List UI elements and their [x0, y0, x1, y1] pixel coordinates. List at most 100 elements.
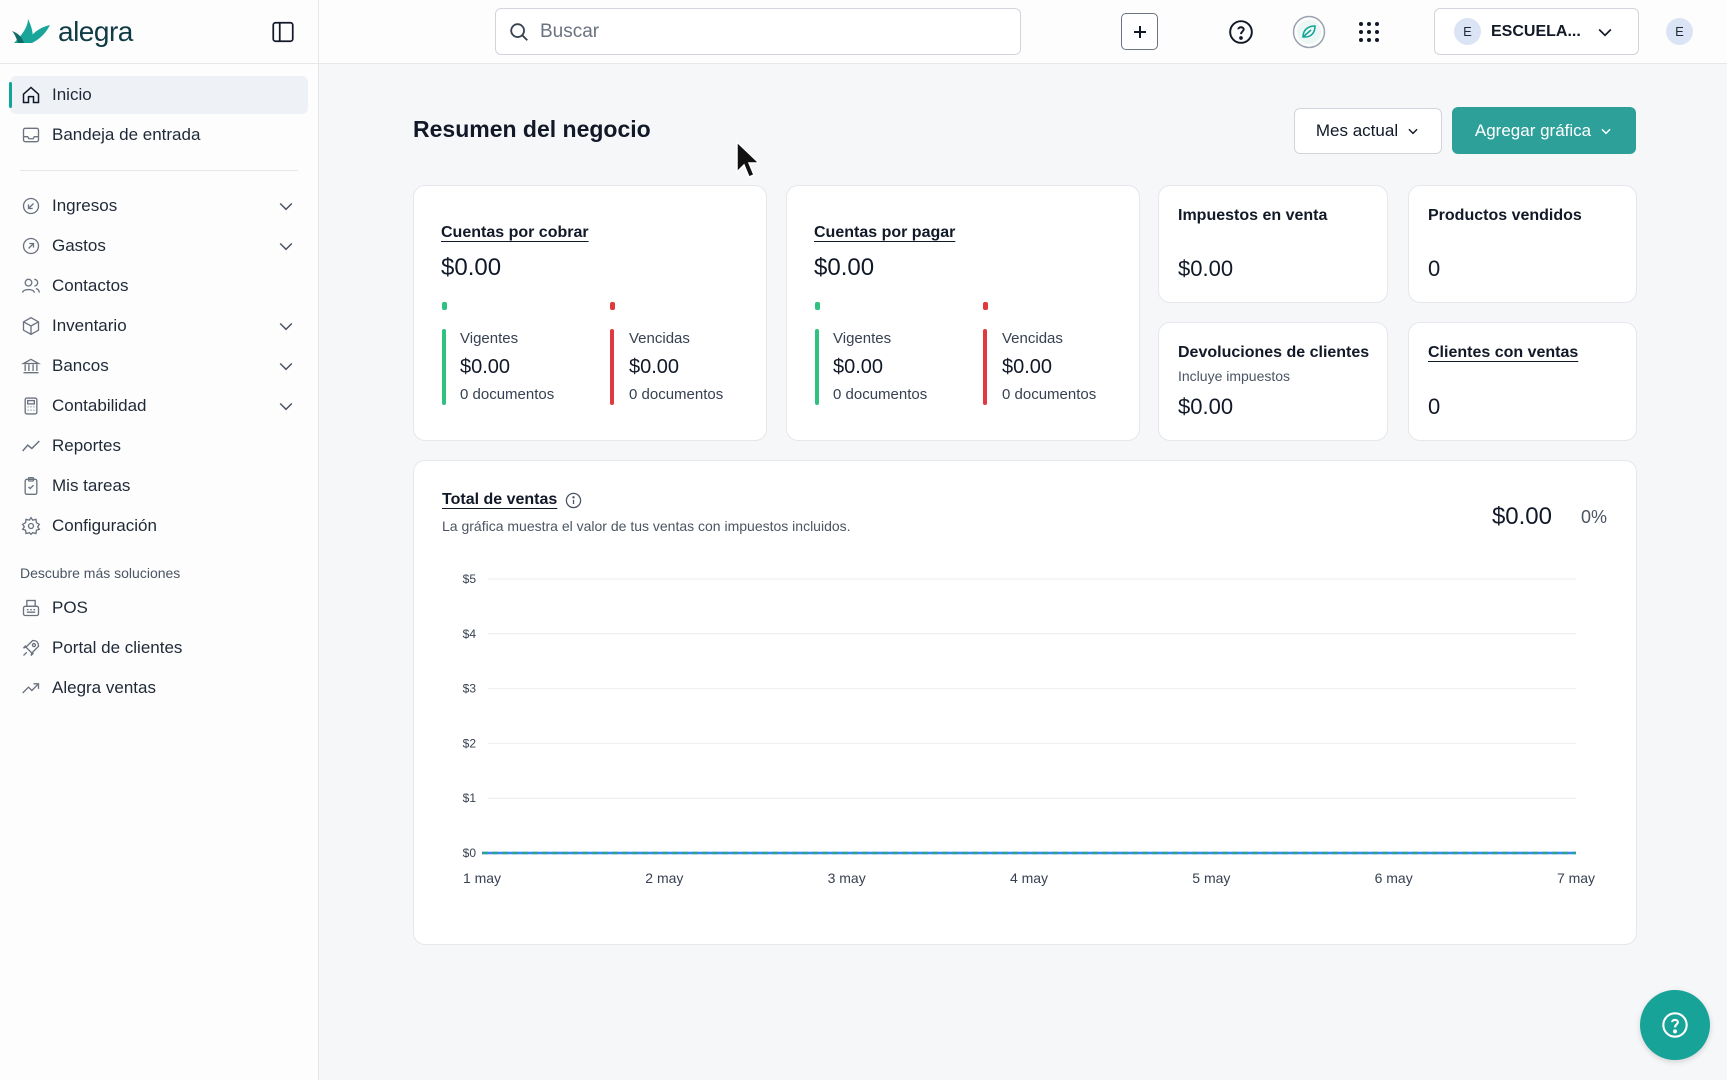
sidebar-item-bancos[interactable]: Bancos [10, 347, 308, 385]
help-button[interactable] [1222, 13, 1259, 50]
x-tick-label: 2 may [645, 870, 683, 886]
sidebar-item-contabilidad[interactable]: Contabilidad [10, 387, 308, 425]
add-chart-button[interactable]: Agregar gráfica [1452, 107, 1636, 154]
x-tick-label: 4 may [1010, 870, 1048, 886]
clients-with-sales-card: Clientes con ventas 0 [1408, 322, 1637, 441]
apps-button[interactable] [1350, 13, 1387, 50]
returns-card: Devoluciones de clientes Incluye impuest… [1158, 322, 1388, 441]
user-avatar[interactable]: E [1666, 18, 1693, 45]
plus-icon [1133, 25, 1146, 38]
sales-chart-subtitle: La gráfica muestra el valor de tus venta… [442, 518, 851, 534]
sidebar-item-label: Ingresos [52, 196, 118, 215]
sidebar-item-portal-clientes[interactable]: Portal de clientes [10, 629, 308, 667]
sidebar: alegra Inicio Bandeja de entrada Ingreso… [0, 0, 319, 1080]
payable-title-link[interactable]: Cuentas por pagar [814, 224, 956, 241]
chevron-down-icon [1601, 128, 1611, 134]
home-icon [20, 84, 42, 106]
payable-amount: $0.00 [814, 254, 875, 281]
current-amount: $0.00 [833, 356, 884, 378]
sales-total: $0.00 [1491, 503, 1552, 530]
returns-title: Devoluciones de clientes [1178, 344, 1370, 361]
company-selector[interactable]: E ESCUELA... [1434, 8, 1639, 55]
info-icon[interactable] [565, 492, 582, 509]
x-tick-label: 6 may [1375, 870, 1413, 886]
add-chart-label: Agregar gráfica [1474, 120, 1592, 140]
sidebar-item-reportes[interactable]: Reportes [10, 427, 308, 465]
clients-with-sales-amount: 0 [1428, 394, 1441, 419]
question-icon [1662, 1012, 1688, 1038]
sidebar-item-ingresos[interactable]: Ingresos [10, 187, 308, 225]
quick-create-button[interactable] [1121, 13, 1158, 50]
x-tick-label: 5 may [1192, 870, 1230, 886]
sidebar-item-label: Bandeja de entrada [52, 125, 201, 144]
question-icon [1228, 19, 1253, 44]
sidebar-toggle-icon[interactable] [270, 19, 296, 45]
overdue-amount: $0.00 [1002, 356, 1053, 378]
topbar: E ESCUELA... E [319, 0, 1727, 64]
search-box[interactable] [495, 8, 1021, 55]
current-bar [442, 329, 446, 405]
sidebar-item-configuracion[interactable]: Configuración [10, 507, 308, 545]
alegra-logo-icon [12, 18, 50, 43]
sidebar-item-inicio[interactable]: Inicio [9, 76, 308, 114]
payable-card: Cuentas por pagar $0.00 Vigentes $0.00 0… [786, 185, 1140, 441]
receivable-card: Cuentas por cobrar $0.00 Vigentes $0.00 … [413, 185, 767, 441]
trend-up-icon [20, 677, 42, 699]
sidebar-item-label: Inicio [52, 85, 92, 104]
sales-tax-amount: $0.00 [1178, 256, 1234, 281]
products-sold-amount: 0 [1428, 256, 1441, 281]
clipboard-icon [20, 475, 42, 497]
sidebar-item-alegra-ventas[interactable]: Alegra ventas [10, 669, 308, 707]
grid-icon [1358, 21, 1379, 42]
products-sold-title: Productos vendidos [1428, 207, 1582, 224]
help-chat-button[interactable] [1640, 990, 1710, 1060]
y-tick-label: $4 [463, 627, 477, 641]
expense-icon [20, 235, 42, 257]
sidebar-item-label: Contabilidad [52, 396, 147, 415]
chevron-down-icon [1598, 28, 1612, 37]
chevron-down-icon [279, 202, 293, 211]
sidebar-item-label: Contactos [52, 276, 129, 295]
eco-button[interactable] [1290, 13, 1327, 50]
overdue-bar [983, 329, 987, 405]
returns-amount: $0.00 [1178, 394, 1234, 419]
search-input[interactable] [540, 20, 1000, 43]
overdue-label: Vencidas [1002, 330, 1063, 347]
income-icon [20, 195, 42, 217]
sales-line-chart: $0 $1 $2 $3 $4 $5 1 may 2 may 3 may 4 may 5 may 6 m… [463, 572, 1595, 886]
clients-with-sales-link[interactable]: Clientes con ventas [1428, 344, 1579, 361]
receivable-title-link[interactable]: Cuentas por cobrar [441, 224, 589, 241]
brand-name: alegra [58, 15, 133, 47]
current-label: Vigentes [833, 330, 892, 347]
sidebar-item-gastos[interactable]: Gastos [10, 227, 308, 265]
box-icon [20, 315, 42, 337]
sales-tax-card: Impuestos en venta $0.00 [1158, 185, 1388, 303]
period-select-button[interactable]: Mes actual [1294, 108, 1442, 154]
overdue-amount: $0.00 [629, 356, 680, 378]
period-label: Mes actual [1315, 121, 1399, 140]
x-tick-label: 7 may [1557, 870, 1595, 886]
inbox-icon [20, 124, 42, 146]
gear-icon [20, 515, 42, 537]
rocket-icon [20, 637, 42, 659]
sidebar-item-inventario[interactable]: Inventario [10, 307, 308, 345]
sidebar-item-label: Bancos [52, 356, 109, 375]
bank-icon [20, 355, 42, 377]
current-amount: $0.00 [460, 356, 511, 378]
sidebar-item-pos[interactable]: POS [10, 589, 308, 627]
sidebar-item-bandeja[interactable]: Bandeja de entrada [10, 116, 308, 154]
overdue-label: Vencidas [629, 330, 690, 347]
leaf-icon [1292, 15, 1325, 48]
overdue-indicator [983, 302, 988, 310]
current-docs: 0 documentos [833, 386, 928, 403]
sidebar-item-contactos[interactable]: Contactos [10, 267, 308, 305]
overdue-docs: 0 documentos [629, 386, 724, 403]
returns-note: Incluye impuestos [1178, 368, 1291, 384]
sidebar-item-mis-tareas[interactable]: Mis tareas [10, 467, 308, 505]
sales-chart-title[interactable]: Total de ventas [442, 491, 558, 508]
y-tick-label: $2 [463, 736, 477, 750]
y-tick-label: $3 [463, 682, 477, 696]
contacts-icon [20, 275, 42, 297]
alegra-logo[interactable]: alegra [12, 16, 133, 48]
solutions-section-title: Descubre más soluciones [20, 565, 181, 581]
